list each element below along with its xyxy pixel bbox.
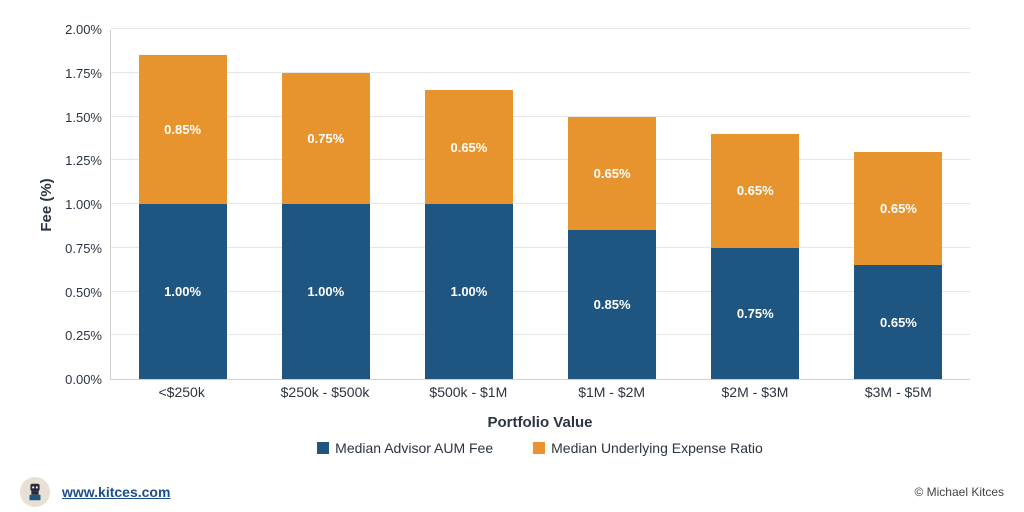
bar-segment-expense-ratio: 0.85% bbox=[139, 55, 227, 204]
bar-value-label: 0.65% bbox=[594, 166, 631, 181]
bars-group: 0.85% 1.00% 0.75% 1.00% 0.65% 1.00% 0.65% 0.85%… bbox=[111, 30, 970, 379]
x-tick-label: $1M - $2M bbox=[540, 384, 683, 400]
bar-segment-expense-ratio: 0.65% bbox=[568, 117, 656, 231]
bar-value-label: 1.00% bbox=[164, 284, 201, 299]
stacked-bar: 0.85% 1.00% bbox=[139, 55, 227, 379]
bar-slot: 0.75% 1.00% bbox=[254, 30, 397, 379]
x-axis-title: Portfolio Value bbox=[110, 414, 970, 431]
bar-value-label: 0.65% bbox=[880, 201, 917, 216]
x-tick-label: <$250k bbox=[110, 384, 253, 400]
bar-segment-aum-fee: 1.00% bbox=[282, 204, 370, 379]
bar-segment-expense-ratio: 0.65% bbox=[854, 152, 942, 266]
footer: www.kitces.com © Michael Kitces bbox=[0, 472, 1024, 512]
bar-value-label: 0.75% bbox=[307, 131, 344, 146]
bar-value-label: 0.75% bbox=[737, 306, 774, 321]
bar-value-label: 0.85% bbox=[164, 122, 201, 137]
legend: Median Advisor AUM Fee Median Underlying … bbox=[110, 440, 970, 456]
bar-segment-aum-fee: 0.75% bbox=[711, 248, 799, 379]
stacked-bar: 0.65% 0.65% bbox=[854, 152, 942, 380]
bar-value-label: 1.00% bbox=[307, 284, 344, 299]
bar-value-label: 1.00% bbox=[450, 284, 487, 299]
bar-value-label: 0.65% bbox=[880, 315, 917, 330]
bar-segment-aum-fee: 1.00% bbox=[425, 204, 513, 379]
legend-item: Median Advisor AUM Fee bbox=[317, 440, 493, 456]
legend-label: Median Underlying Expense Ratio bbox=[551, 440, 763, 456]
x-tick-labels: <$250k$250k - $500k$500k - $1M$1M - $2M$… bbox=[110, 384, 970, 400]
legend-item: Median Underlying Expense Ratio bbox=[533, 440, 763, 456]
stacked-bar: 0.75% 1.00% bbox=[282, 73, 370, 379]
bar-value-label: 0.65% bbox=[737, 183, 774, 198]
stacked-bar: 0.65% 0.85% bbox=[568, 117, 656, 380]
bar-slot: 0.65% 0.75% bbox=[684, 30, 827, 379]
legend-swatch bbox=[533, 442, 545, 454]
x-tick-label: $500k - $1M bbox=[397, 384, 540, 400]
bar-slot: 0.65% 0.65% bbox=[827, 30, 970, 379]
bar-segment-expense-ratio: 0.65% bbox=[711, 134, 799, 248]
x-tick-label: $250k - $500k bbox=[253, 384, 396, 400]
bar-slot: 0.65% 0.85% bbox=[541, 30, 684, 379]
stacked-bar: 0.65% 0.75% bbox=[711, 134, 799, 379]
y-axis-title: Fee (%) bbox=[38, 178, 55, 231]
x-tick-label: $2M - $3M bbox=[683, 384, 826, 400]
bar-value-label: 0.65% bbox=[450, 140, 487, 155]
bar-segment-expense-ratio: 0.75% bbox=[282, 73, 370, 204]
bar-segment-expense-ratio: 0.65% bbox=[425, 90, 513, 204]
stacked-bar: 0.65% 1.00% bbox=[425, 90, 513, 379]
chart-container: Fee (%) 0.85%1.00%0.75%1.00%0.65%1.00%0.… bbox=[0, 0, 1024, 512]
plot-area: 0.85% 1.00% 0.75% 1.00% 0.65% 1.00% 0.65% 0.85%… bbox=[110, 30, 970, 380]
logo-icon bbox=[20, 477, 50, 507]
bar-slot: 0.65% 1.00% bbox=[397, 30, 540, 379]
bar-value-label: 0.85% bbox=[594, 297, 631, 312]
legend-swatch bbox=[317, 442, 329, 454]
copyright-text: © Michael Kitces bbox=[914, 485, 1004, 499]
legend-label: Median Advisor AUM Fee bbox=[335, 440, 493, 456]
site-link[interactable]: www.kitces.com bbox=[62, 484, 170, 500]
bar-segment-aum-fee: 0.65% bbox=[854, 265, 942, 379]
gridline bbox=[111, 28, 970, 29]
bar-slot: 0.85% 1.00% bbox=[111, 30, 254, 379]
x-tick-label: $3M - $5M bbox=[827, 384, 970, 400]
bar-segment-aum-fee: 0.85% bbox=[568, 230, 656, 379]
bar-segment-aum-fee: 1.00% bbox=[139, 204, 227, 379]
